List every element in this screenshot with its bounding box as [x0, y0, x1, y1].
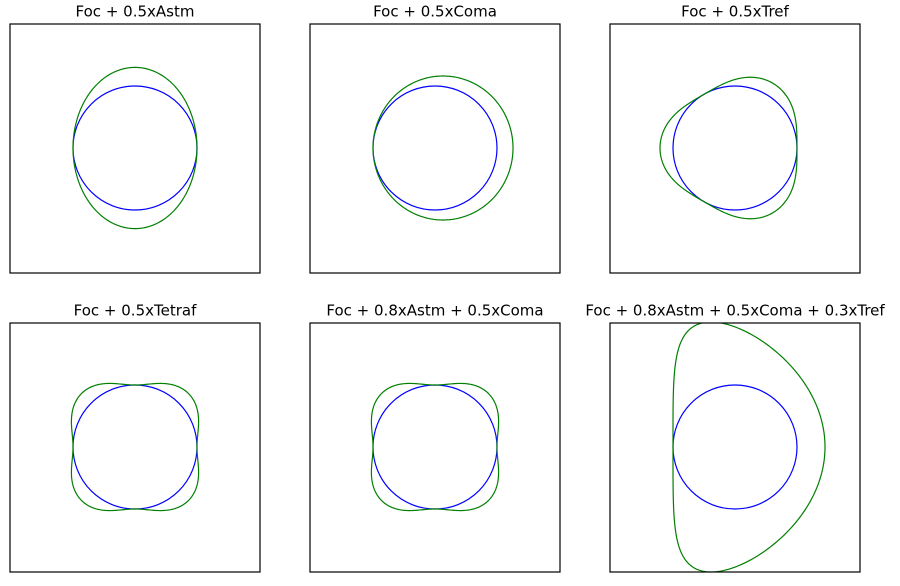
panel-frame — [309, 23, 561, 274]
panel: Foc + 0.8xAstm + 0.5xComa — [309, 302, 561, 573]
plot-area — [370, 382, 500, 512]
panel: Foc + 0.5xTetraf — [9, 302, 261, 573]
wavefront-curve — [72, 66, 198, 230]
wavefront-curve — [659, 76, 798, 220]
reference-circle — [672, 85, 798, 211]
wavefront-curve — [370, 382, 500, 512]
panel-title: Foc + 0.5xComa — [373, 3, 497, 21]
panel: Foc + 0.5xTref — [609, 3, 861, 274]
plot-area — [672, 323, 826, 572]
panel-title: Foc + 0.8xAstm + 0.5xComa — [326, 302, 543, 320]
panel: Foc + 0.8xAstm + 0.5xComa + 0.3xTref — [585, 302, 885, 573]
wavefront-curve — [70, 382, 200, 512]
panel: Foc + 0.5xComa — [309, 3, 561, 274]
panel-title: Foc + 0.5xAstm — [76, 3, 195, 21]
reference-circle — [72, 384, 198, 510]
panel-frame — [9, 23, 261, 274]
panel-frame — [609, 23, 861, 274]
panel-title: Foc + 0.5xTetraf — [74, 302, 197, 320]
reference-circle — [372, 384, 498, 510]
reference-circle — [72, 85, 198, 211]
panel-frame — [309, 322, 561, 573]
panel-title: Foc + 0.5xTref — [681, 3, 789, 21]
panel-title: Foc + 0.8xAstm + 0.5xComa + 0.3xTref — [585, 302, 885, 320]
plot-area — [70, 382, 200, 512]
panel: Foc + 0.5xAstm — [9, 3, 261, 274]
wavefront-curve — [672, 323, 826, 572]
panel-frame — [609, 322, 861, 573]
plot-area — [372, 75, 514, 221]
reference-circle — [372, 85, 498, 211]
reference-circle — [672, 384, 798, 510]
wavefront-curve — [372, 75, 514, 221]
panel-frame — [9, 322, 261, 573]
plot-area — [659, 76, 798, 220]
plot-area — [72, 66, 198, 230]
